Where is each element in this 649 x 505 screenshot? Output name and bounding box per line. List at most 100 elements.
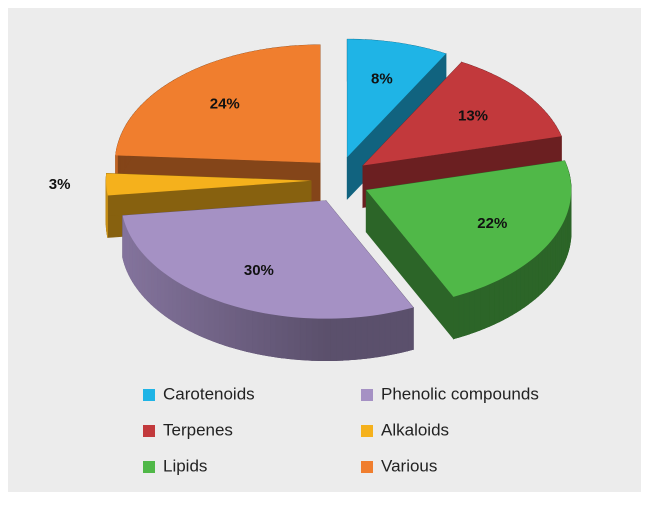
slice-wall [379,314,385,357]
slice-wall [123,215,124,260]
slice-wall [548,242,551,287]
legend-swatch [143,461,155,473]
slice-wall [177,281,181,326]
legend-swatch [143,425,155,437]
slice-wall [545,245,548,290]
slice-wall [490,282,495,326]
slice-wall [157,268,161,313]
slice-wall [209,298,214,342]
slice-wall [306,318,312,360]
slice-wall [408,307,414,350]
slice-wall [264,313,270,356]
slice-wall [235,307,241,351]
slice-wall [553,236,555,281]
slice-wall [343,318,349,360]
slice-wall [520,265,524,310]
slice-wall [355,317,361,360]
slice-wall [185,286,190,330]
slice-wall [494,280,499,324]
slice-wall [330,319,336,361]
slice-wall [204,296,209,340]
slice-wall [294,317,300,360]
legend-swatch [361,461,373,473]
legend-label: Lipids [163,456,207,475]
slice-wall [154,265,157,310]
slice-wall [151,262,154,307]
slice-wall [524,262,528,307]
slice-wall [469,290,474,334]
slice-wall [528,260,532,305]
slice-wall [288,317,294,360]
slice-wall [132,239,134,284]
slice-wall [550,239,553,284]
slice-wall [349,318,355,360]
slice-wall [282,316,288,359]
slice-wall [555,232,557,277]
data-label: 30% [244,262,274,279]
slice-wall [137,246,139,291]
slice-wall [385,313,391,356]
slice-wall [181,284,185,328]
slice-wall [535,254,538,299]
slice-wall [230,305,235,349]
slice-wall [508,273,512,317]
legend-swatch [361,425,373,437]
slice-wall [252,311,258,354]
slice-wall [373,315,379,358]
slice-wall [312,318,318,360]
data-label: 3% [49,176,71,193]
slice-wall [503,275,507,319]
slice-wall [148,259,151,304]
slice-wall [145,256,148,301]
slice-wall [161,271,165,316]
slice-wall [225,303,230,347]
slice-wall [542,248,545,293]
slice-wall [558,229,560,274]
slice-wall [402,309,408,352]
data-label: 8% [371,70,393,87]
slice-wall [300,318,306,360]
slice-wall [324,319,330,361]
data-label: 13% [458,107,488,124]
slice-wall [247,309,253,352]
slice-wall [168,276,172,321]
slice-wall [258,312,264,355]
slice-wall [165,273,169,318]
slice-wall [539,251,542,296]
legend-label: Carotenoids [163,384,255,403]
slice-wall [270,314,276,357]
slice-wall [172,279,176,324]
legend-swatch [143,389,155,401]
slice-wall [190,289,195,333]
slice-wall [464,292,469,336]
slice-wall [194,291,199,335]
slice-wall [139,249,142,294]
slice-wall [367,316,373,359]
slice-wall [516,268,520,313]
legend-swatch [361,389,373,401]
legend-label: Various [381,456,437,475]
slice-wall [512,270,516,315]
slice-wall [142,253,145,298]
legend-label: Alkaloids [381,420,449,439]
data-label: 24% [210,95,240,112]
slice-wall [475,288,480,332]
slice-wall [241,308,247,351]
slice-wall [499,278,504,322]
slice-wall [532,257,535,302]
legend-label: Phenolic compounds [381,384,539,403]
slice-wall [361,316,367,359]
slice-wall [485,284,490,328]
slice-wall [276,315,282,358]
slice-wall [391,312,397,355]
slice-wall [199,293,204,337]
slice-wall [318,319,324,361]
legend-label: Terpenes [163,420,233,439]
slice-wall [396,310,402,353]
slice-wall [214,300,219,344]
slice-wall [336,318,342,360]
slice-wall [480,286,485,330]
slice-wall [459,294,464,338]
data-label: 22% [477,215,507,232]
